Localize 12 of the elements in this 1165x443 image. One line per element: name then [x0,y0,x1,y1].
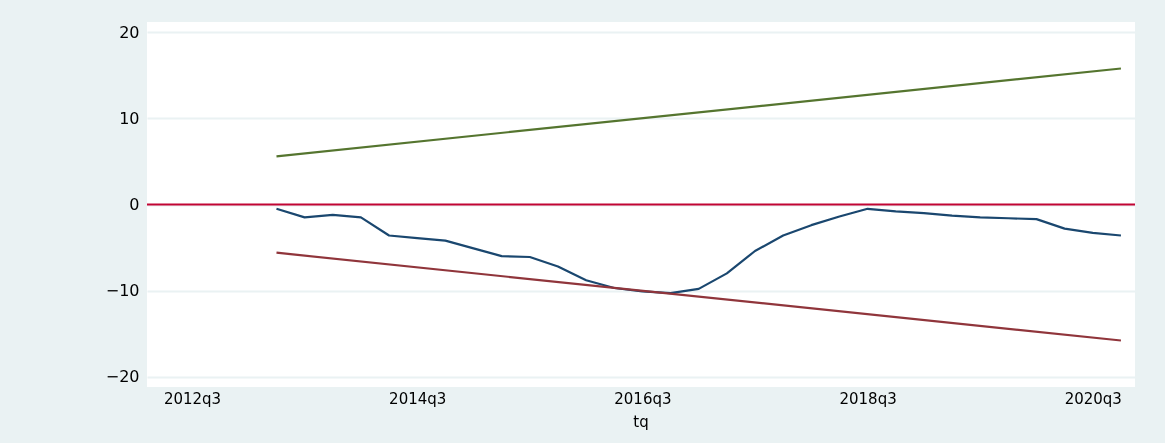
x-axis-title: tq [633,413,649,431]
y-tick-label: 0 [129,195,140,214]
x-tick-label: 2020q3 [1064,389,1122,408]
x-tick-label: 2012q3 [163,389,222,408]
y-tick-label: 20 [119,22,140,42]
x-tick-label: 2016q3 [614,389,672,408]
y-tick-label: −10 [105,281,140,301]
y-tick-label: −20 [105,367,140,387]
x-tick-label: 2018q3 [839,389,897,408]
line-series [275,207,1123,295]
x-tick-label: 2014q3 [389,389,447,408]
y-tick-label: 10 [119,108,140,128]
